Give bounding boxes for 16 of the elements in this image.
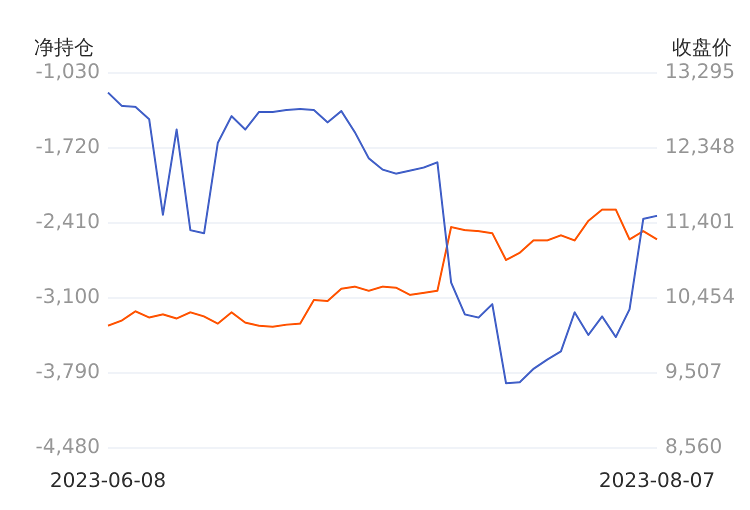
- y-tick-label: -1,720: [36, 134, 100, 158]
- y-tick-label: -1,030: [36, 59, 100, 84]
- y-tick-label: -4,480: [36, 434, 100, 458]
- y-axis-title: 净持仓: [34, 34, 94, 61]
- y-tick-label: -2,410: [36, 209, 100, 234]
- y2-axis-title: 收盘价: [672, 34, 732, 61]
- y2-tick-label: 8,560: [665, 434, 722, 458]
- y2-tick-label: 11,401: [665, 209, 735, 234]
- y-tick-label: -3,100: [36, 284, 100, 308]
- y2-tick-label: 10,454: [665, 284, 735, 308]
- y2-tick-label: 13,295: [665, 59, 735, 84]
- x-tick-label: 2023-06-08: [50, 468, 166, 492]
- x-tick-label: 2023-08-07: [598, 468, 716, 492]
- y-tick-label: -3,790: [36, 359, 100, 384]
- y2-tick-label: 12,348: [665, 134, 735, 158]
- y2-tick-label: 9,507: [665, 359, 722, 384]
